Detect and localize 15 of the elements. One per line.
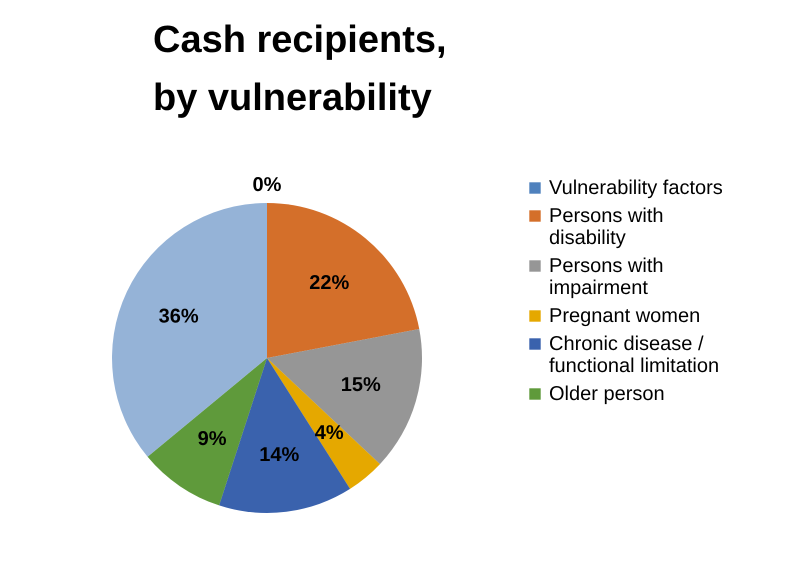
data-label: 14%	[259, 444, 300, 466]
chart-title: Cash recipients, by vulnerability	[153, 19, 447, 119]
data-label: 36%	[158, 305, 199, 328]
data-label: 4%	[314, 422, 344, 444]
legend-label: Chronic disease / functional limitation	[549, 333, 720, 377]
legend-label: Persons with disability	[549, 205, 664, 249]
data-label: 22%	[309, 272, 350, 294]
legend-label: Vulnerability factors	[549, 177, 723, 199]
text: 0%	[252, 174, 282, 196]
data-label: 15%	[340, 374, 382, 396]
legend-label: Older person	[549, 383, 665, 405]
legend-label: Pregnant women	[549, 305, 700, 327]
legend-label: Persons with impairment	[549, 255, 664, 299]
data-label: 9%	[198, 428, 227, 450]
pie-slice	[267, 203, 420, 358]
